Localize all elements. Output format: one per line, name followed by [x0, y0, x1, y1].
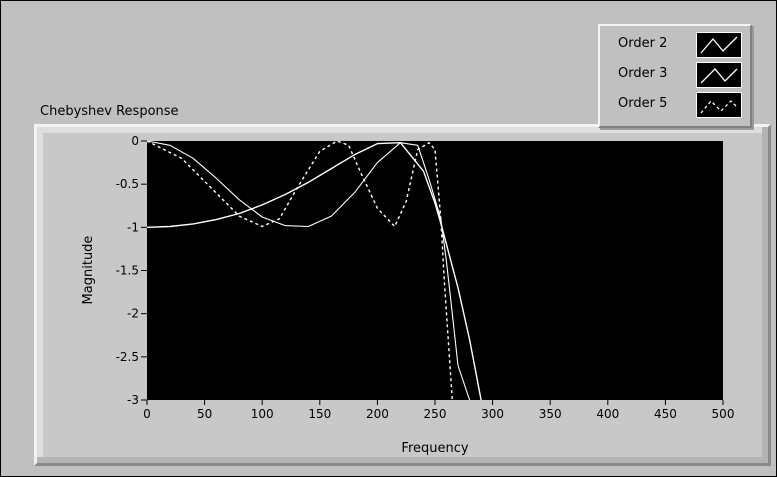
y-tick-label: -2.5: [116, 350, 139, 364]
x-tick-label: 50: [197, 407, 212, 421]
x-tick-label: 300: [481, 407, 504, 421]
series-line-order-5: [147, 141, 453, 400]
legend-swatch-solid: [696, 32, 742, 58]
legend-label: Order 3: [618, 66, 668, 81]
x-tick-label: 350: [539, 407, 562, 421]
chart-title: Chebyshev Response: [40, 104, 179, 119]
x-tick-label: 0: [143, 407, 151, 421]
x-tick-label: 100: [251, 407, 274, 421]
y-tick-label: -3: [127, 393, 139, 407]
legend[interactable]: Order 2 Order 3 Order 5: [598, 24, 752, 128]
legend-item-order-5[interactable]: Order 5: [600, 90, 750, 118]
x-tick-label: 250: [424, 407, 447, 421]
plot-area: [147, 141, 723, 400]
y-tick-label: -1.5: [116, 264, 139, 278]
x-tick-label: 150: [308, 407, 331, 421]
x-tick-label: 400: [596, 407, 619, 421]
legend-swatch-solid-light: [696, 62, 742, 88]
series-layer: [147, 141, 482, 400]
series-line-order-3: [147, 141, 471, 400]
y-axis-title: Magnitude: [81, 236, 96, 305]
legend-item-order-2[interactable]: Order 2: [600, 30, 750, 58]
legend-label: Order 5: [618, 96, 668, 111]
legend-swatch-dashed: [696, 92, 742, 118]
y-tick-label: -0.5: [116, 177, 139, 191]
y-tick-label: -1: [127, 220, 139, 234]
series-line-order-2: [147, 141, 482, 400]
legend-item-order-3[interactable]: Order 3: [600, 60, 750, 88]
x-axis-title: Frequency: [401, 441, 468, 456]
axes: 0 50 100 150 200 250 300 350 400 450 500 0 -0.5 -1 -1.…: [116, 134, 735, 421]
y-tick-label: -2: [127, 307, 139, 321]
x-tick-label: 500: [712, 407, 735, 421]
legend-label: Order 2: [618, 36, 668, 51]
x-tick-label: 450: [654, 407, 677, 421]
x-tick-label: 200: [366, 407, 389, 421]
y-tick-label: 0: [131, 134, 139, 148]
